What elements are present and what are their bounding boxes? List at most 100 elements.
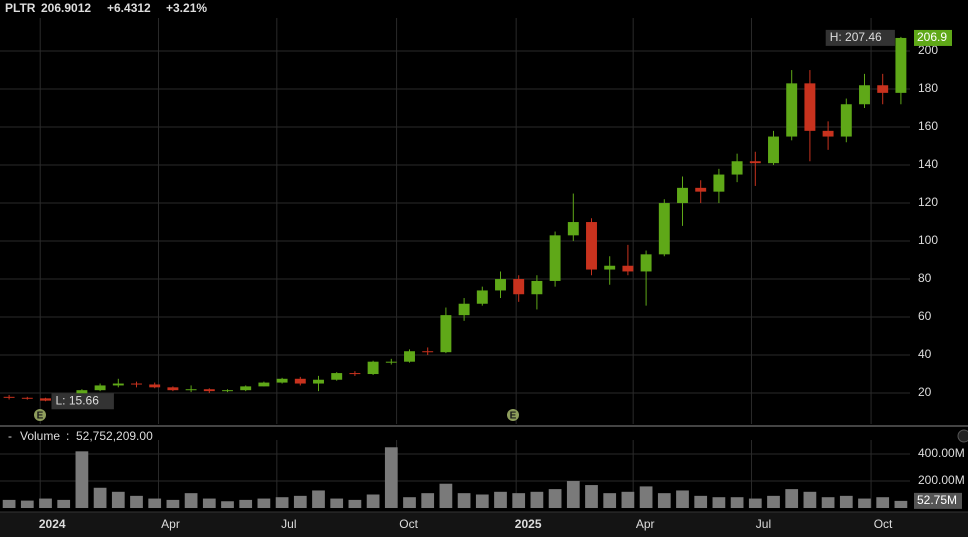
y-tick-label: 140	[918, 157, 938, 171]
candle-body	[131, 383, 142, 385]
volume-bar	[20, 500, 34, 508]
y-tick-label: 180	[918, 81, 938, 95]
last-volume-box	[914, 492, 962, 509]
candle-body	[440, 315, 452, 353]
candle-body	[385, 361, 397, 363]
price: 206.9012	[41, 1, 91, 15]
volume-bar	[512, 493, 526, 508]
x-tick-label: Jul	[756, 517, 771, 531]
x-tick-label: 2024	[39, 517, 66, 531]
volume-bar	[657, 493, 671, 508]
candle-body	[895, 37, 907, 93]
volume-bar	[2, 499, 16, 508]
volume-bar	[75, 451, 89, 508]
candle-body	[294, 378, 306, 384]
candle-body	[731, 161, 743, 175]
y-tick-label: 20	[918, 385, 932, 399]
y-tick-label: 200.00M	[918, 473, 965, 487]
candle-body	[222, 390, 233, 392]
last-price-label: 206.9	[917, 30, 947, 44]
candle-body	[495, 279, 506, 291]
volume-bar	[603, 493, 617, 508]
candle-body	[513, 279, 525, 295]
y-tick-label: 80	[918, 271, 932, 285]
volume-bar	[257, 498, 271, 508]
candle-body	[877, 85, 889, 93]
y-tick-label: 100	[918, 233, 938, 247]
candle-body	[240, 386, 252, 391]
candle-body	[713, 174, 725, 192]
change: +6.4312	[107, 1, 151, 15]
volume-bar	[676, 490, 689, 508]
volume-bar	[184, 493, 198, 508]
candle-body	[531, 280, 543, 295]
annotation: H: 207.46	[830, 30, 882, 44]
earnings-marker[interactable]	[34, 409, 46, 421]
volume-readout: 52,752,209.00	[76, 429, 153, 443]
volume-bar	[221, 501, 234, 508]
volume-bar	[366, 494, 380, 508]
volume-bar	[767, 495, 780, 508]
candle-body	[185, 389, 197, 391]
candle-body	[203, 389, 215, 392]
candle-body	[677, 187, 688, 204]
y-tick-label: 200	[918, 43, 938, 57]
candle-body	[21, 397, 33, 399]
volume-bar	[839, 495, 853, 508]
annotation-box	[825, 29, 895, 46]
volume-bar	[730, 497, 744, 508]
x-tick-label: Oct	[874, 517, 893, 531]
volume-bar	[403, 497, 416, 508]
volume-bar	[202, 498, 216, 508]
volume-bar	[566, 481, 580, 508]
x-tick-label: Oct	[399, 517, 418, 531]
volume-bar	[876, 497, 890, 508]
candle-body	[258, 382, 270, 387]
volume-name: Volume	[20, 429, 60, 443]
candle-body	[40, 398, 51, 401]
last-price-box	[914, 29, 952, 46]
x-tick-label: 2025	[515, 517, 542, 531]
candle-body	[476, 290, 488, 304]
volume-bar	[348, 499, 362, 508]
volume-bar	[57, 499, 71, 508]
volume-bar	[639, 486, 653, 508]
candle-body	[422, 351, 434, 353]
earnings-marker[interactable]	[507, 409, 519, 421]
candle-body	[804, 83, 816, 131]
volume-bar	[111, 491, 125, 508]
candle-body	[313, 379, 324, 384]
candle-body	[112, 383, 124, 386]
candle-body	[276, 378, 288, 383]
x-tick-label: Jul	[281, 517, 296, 531]
y-tick-label: 120	[918, 195, 938, 209]
annotation: L: 15.66	[56, 393, 100, 407]
volume-bar	[494, 491, 507, 508]
volume-bar	[312, 490, 325, 508]
candle-body	[349, 373, 361, 375]
candle-body	[622, 265, 634, 272]
symbol: PLTR	[5, 1, 36, 15]
collapse-icon[interactable]: -	[8, 429, 12, 443]
x-axis-band	[0, 512, 968, 537]
volume-bar	[748, 498, 762, 508]
volume-bar	[421, 493, 435, 508]
candle-body	[768, 136, 779, 164]
volume-bar	[803, 491, 817, 508]
colon: :	[66, 429, 69, 443]
candle-body	[94, 385, 106, 391]
earnings-letter: E	[510, 411, 517, 422]
candle-body	[404, 351, 415, 362]
volume-bar	[785, 489, 799, 508]
volume-bar	[93, 487, 107, 508]
volume-bar	[821, 497, 835, 508]
candle-body	[604, 265, 616, 270]
scroll-button[interactable]	[957, 429, 968, 443]
x-tick-label: Apr	[161, 517, 180, 531]
candle-body	[695, 187, 707, 192]
volume-bar	[548, 489, 562, 508]
volume-bar	[39, 498, 52, 508]
y-tick-label: 400.00M	[918, 446, 965, 460]
candle-body	[167, 387, 179, 391]
